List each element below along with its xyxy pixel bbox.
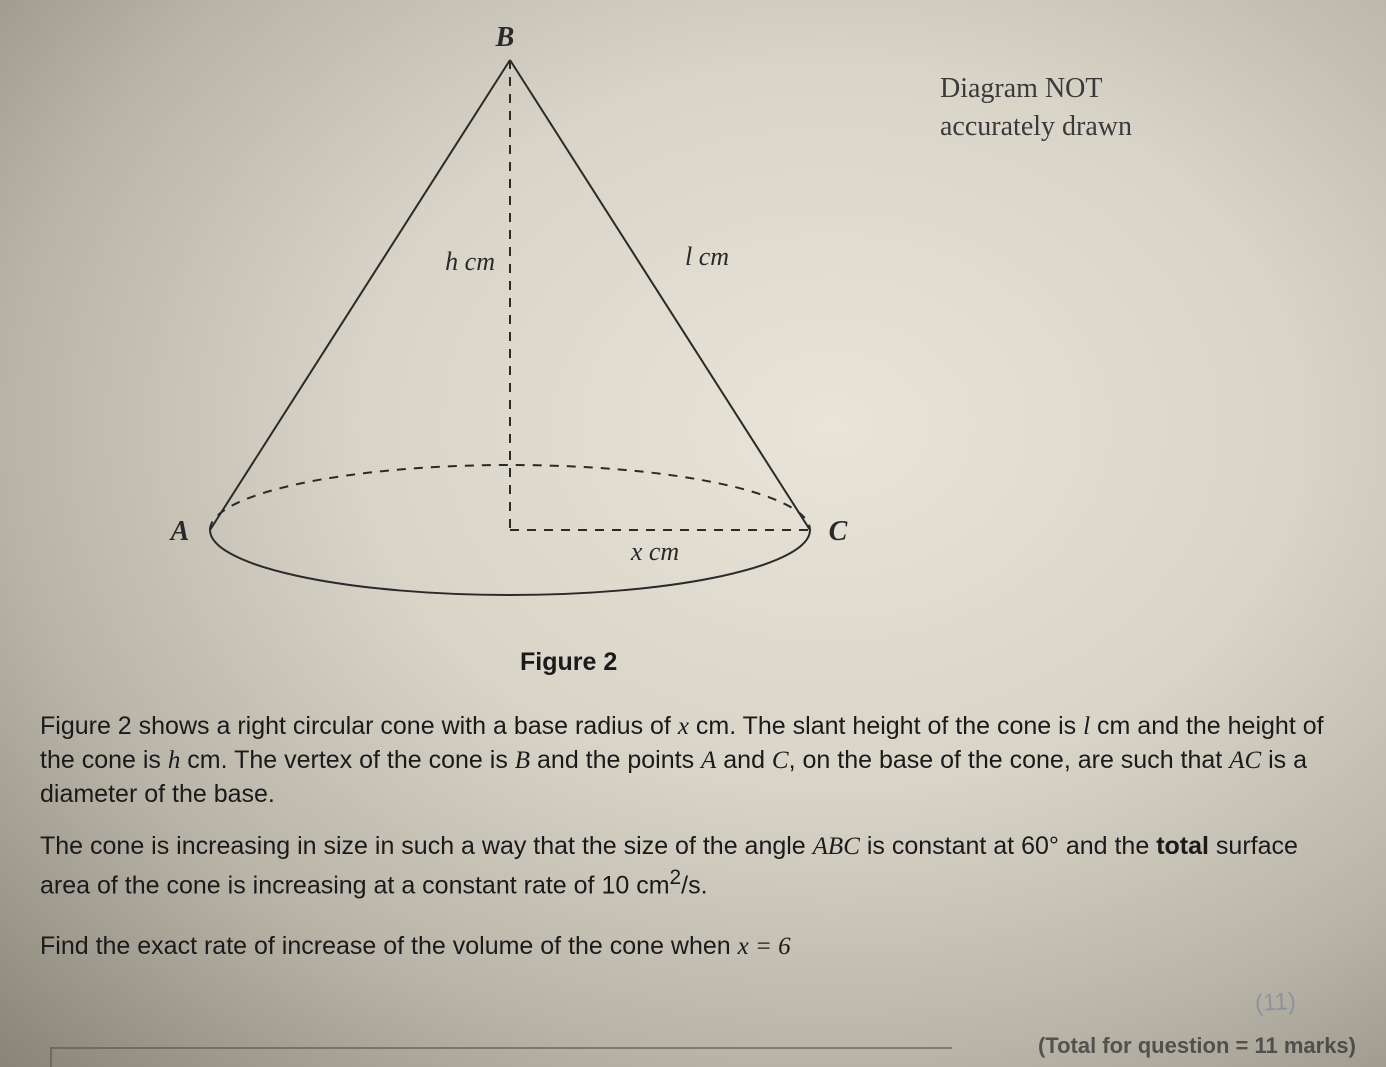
p2-total: total	[1156, 832, 1209, 860]
label-h: h cm	[445, 247, 495, 276]
p1-AC: AC	[1229, 747, 1261, 774]
p2-text: is constant at 60° and the	[860, 832, 1156, 860]
label-B: B	[495, 22, 515, 53]
label-x: x cm	[630, 537, 679, 566]
answer-box-edge	[50, 1047, 952, 1067]
p1-x: x	[678, 713, 689, 740]
diagram-not-accurate-note: Diagram NOT accurately drawn	[940, 70, 1132, 146]
paragraph-2: The cone is increasing in size in such a…	[40, 830, 1350, 903]
p1-A: A	[701, 747, 716, 774]
p1-B: B	[515, 747, 530, 774]
p2-ABC: ABC	[813, 833, 860, 860]
note-line-2: accurately drawn	[940, 108, 1132, 146]
p1-h: h	[168, 747, 181, 774]
p1-text: , on the base of the cone, are such that	[789, 746, 1230, 774]
p1-text: and the points	[530, 746, 701, 774]
pencil-mark: (11)	[1254, 988, 1296, 1018]
p1-text: cm. The vertex of the cone is	[180, 746, 514, 774]
p2-text: The cone is increasing in size in such a…	[40, 832, 813, 860]
paragraph-3: Find the exact rate of increase of the v…	[40, 930, 1350, 964]
cone-diagram: B A C h cm l cm x cm	[140, 20, 860, 640]
figure-caption: Figure 2	[520, 648, 617, 677]
note-line-1: Diagram NOT	[940, 70, 1132, 108]
total-marks-note: (Total for question = 11 marks)	[1038, 1033, 1356, 1059]
label-C: C	[829, 516, 848, 547]
p1-text: and	[716, 746, 772, 774]
label-l: l cm	[685, 242, 729, 271]
slant-left	[210, 60, 510, 530]
label-A: A	[169, 516, 190, 547]
p1-text: Figure 2 shows a right circular cone wit…	[40, 712, 678, 740]
p3-text: Find the exact rate of increase of the v…	[40, 932, 738, 960]
p1-text: cm. The slant height of the cone is	[689, 712, 1083, 740]
p3-eq: x = 6	[738, 933, 791, 960]
slant-right	[510, 60, 810, 530]
p1-C: C	[772, 747, 789, 774]
p2-sq: 2	[670, 866, 682, 889]
paragraph-1: Figure 2 shows a right circular cone wit…	[40, 710, 1350, 811]
p2-text: /s.	[681, 871, 707, 899]
base-front-arc	[210, 530, 810, 595]
